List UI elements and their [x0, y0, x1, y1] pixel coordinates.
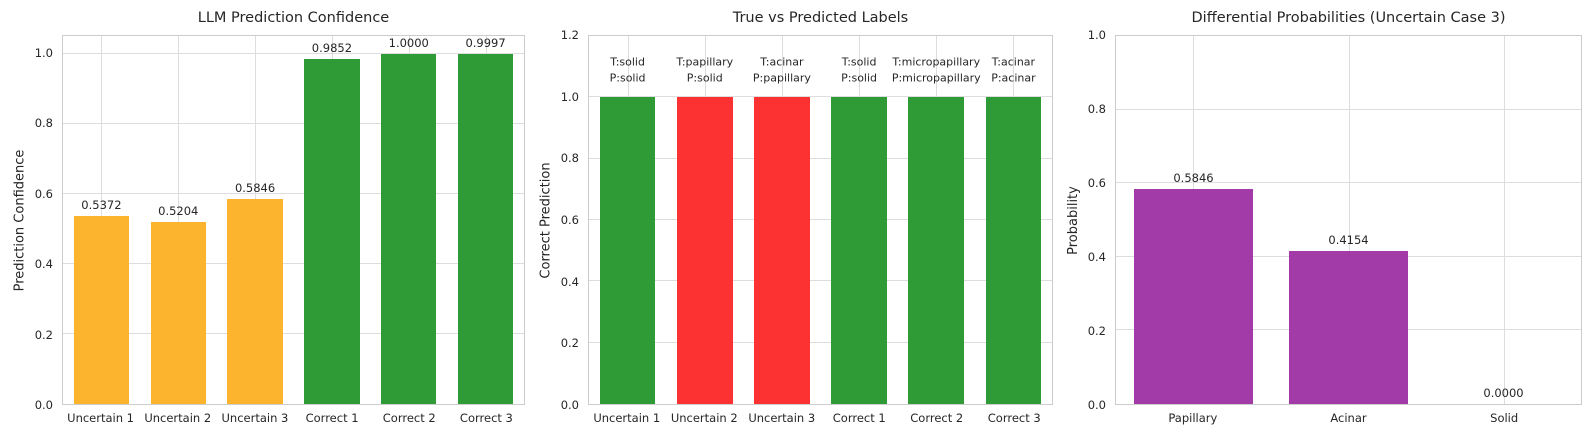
y-tick-label: 0.2 — [34, 327, 53, 342]
bar-value-label: 0.4154 — [1328, 233, 1369, 248]
gridline-horizontal — [589, 157, 1052, 159]
gridline-horizontal — [63, 52, 524, 54]
y-axis-ticks: 0.0 0.2 0.4 0.6 0.8 1.0 1.2 — [532, 28, 579, 412]
bar-annotation: T:solid P:solid — [841, 55, 878, 85]
gridline-horizontal — [589, 219, 1052, 220]
gridline-horizontal — [589, 96, 1052, 98]
bar-annotation: T:papillary P:solid — [676, 55, 734, 85]
bar — [676, 97, 733, 404]
plot-area: 0.5372 0.5204 0.5846 0.9852 1.0000 0.9997 — [62, 35, 525, 405]
bar — [754, 97, 810, 404]
bar-value-label: 0.5372 — [81, 197, 122, 212]
x-tick-label: Uncertain 2 — [670, 411, 738, 425]
y-tick-label: 0.6 — [1087, 176, 1106, 190]
bar — [599, 97, 656, 404]
x-axis-ticks: Papillary Acinar Solid — [1115, 406, 1582, 436]
bar-value-label: 1.0000 — [388, 35, 429, 50]
y-tick-label: 0.4 — [1087, 250, 1106, 264]
x-tick-label: Correct 1 — [305, 411, 359, 425]
gridline-vertical — [1503, 36, 1505, 404]
gridline-horizontal — [63, 332, 524, 334]
y-tick-label: 0.0 — [1087, 398, 1106, 412]
gridline-vertical — [178, 36, 180, 404]
x-tick-label: Papillary — [1168, 411, 1218, 425]
chart-llm-prediction-confidence: LLM Prediction Confidence Prediction Con… — [0, 0, 532, 443]
bar — [381, 53, 437, 404]
bar-value-label: 0.0000 — [1483, 386, 1524, 400]
gridline-horizontal — [63, 262, 524, 264]
bar-annotation: T:acinar P:acinar — [991, 55, 1036, 85]
bar-value-label: 0.9997 — [465, 35, 506, 50]
y-tick-label: 1.0 — [560, 89, 579, 104]
chart-title: True vs Predicted Labels — [732, 10, 909, 26]
y-tick-label: 0.2 — [1087, 324, 1106, 338]
y-tick-label: 1.0 — [1087, 28, 1106, 42]
bar-annotation: T:solid P:solid — [609, 55, 646, 85]
bar — [457, 53, 514, 404]
y-axis-ticks: 0.0 0.2 0.4 0.6 0.8 1.0 — [0, 35, 53, 412]
y-axis-ticks: 0.0 0.2 0.4 0.6 0.8 1.0 — [1064, 28, 1106, 412]
bar-annotation: T:micropapillary P:micropapillary — [891, 55, 981, 85]
x-tick-label: Uncertain 1 — [67, 411, 134, 425]
x-axis-ticks: Uncertain 1 Uncertain 2 Uncertain 3 Correct… — [62, 406, 525, 436]
y-tick-label: 0.6 — [560, 213, 579, 227]
x-tick-label: Uncertain 3 — [221, 411, 289, 425]
x-tick-label: Correct 3 — [987, 411, 1041, 425]
bar — [985, 97, 1042, 404]
y-tick-label: 1.2 — [560, 28, 579, 42]
x-tick-label: Uncertain 2 — [144, 411, 212, 425]
plot-area: T:solid P:solid T:papillary P:solid T:acin… — [588, 35, 1053, 405]
x-tick-label: Correct 2 — [382, 411, 436, 425]
y-tick-label: 0.4 — [34, 257, 53, 272]
bar — [831, 97, 887, 404]
y-tick-label: 0.2 — [560, 336, 579, 351]
bar — [304, 58, 360, 404]
x-tick-label: Correct 1 — [832, 411, 886, 425]
bar — [908, 97, 965, 404]
bar-value-label: 0.5846 — [234, 181, 276, 196]
bar-value-label: 0.9852 — [311, 40, 353, 55]
chart-title: Differential Probabilities (Uncertain Ca… — [1191, 10, 1506, 26]
chart-true-vs-predicted-labels: True vs Predicted Labels Correct Predict… — [532, 0, 1064, 443]
y-tick-label: 0.8 — [560, 151, 579, 166]
gridline-horizontal — [589, 280, 1052, 282]
x-tick-label: Correct 3 — [459, 411, 513, 425]
y-tick-label: 0.8 — [34, 116, 53, 131]
y-tick-label: 0.6 — [34, 186, 53, 201]
y-tick-label: 0.8 — [1087, 102, 1106, 116]
gridline-horizontal — [63, 192, 524, 194]
y-tick-label: 0.4 — [560, 274, 579, 289]
y-tick-label: 1.0 — [34, 45, 53, 60]
x-axis-ticks: Uncertain 1 Uncertain 2 Uncertain 3 Correct… — [588, 406, 1053, 436]
x-tick-label: Correct 2 — [910, 411, 964, 425]
x-tick-label: Acinar — [1330, 411, 1367, 425]
bar — [73, 215, 130, 404]
y-tick-label: 0.0 — [34, 398, 53, 412]
chart-title: LLM Prediction Confidence — [197, 10, 390, 26]
bar-value-label: 0.5204 — [158, 203, 199, 218]
bar — [1133, 188, 1254, 404]
x-tick-label: Uncertain 3 — [748, 411, 816, 425]
y-tick-label: 0.0 — [560, 398, 579, 412]
bar — [227, 199, 283, 404]
plot-area: 0.5846 0.4154 0.0000 — [1115, 35, 1582, 405]
gridline-horizontal — [589, 341, 1052, 343]
x-tick-label: Solid — [1490, 411, 1519, 425]
bar — [150, 221, 206, 404]
chart-differential-probabilities: Differential Probabilities (Uncertain Ca… — [1064, 0, 1596, 443]
bar-annotation: T:acinar P:papillary — [752, 55, 811, 85]
x-tick-label: Uncertain 1 — [593, 411, 661, 425]
bar-value-label: 0.5846 — [1173, 170, 1214, 185]
gridline-vertical — [1348, 36, 1350, 404]
bar — [1288, 251, 1409, 404]
gridline-horizontal — [63, 122, 524, 124]
